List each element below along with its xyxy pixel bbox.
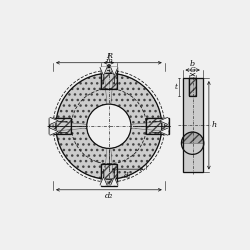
Text: R: R bbox=[106, 52, 112, 60]
Bar bbox=[101, 164, 117, 186]
Bar bbox=[182, 78, 203, 172]
Polygon shape bbox=[50, 118, 58, 124]
Bar bbox=[146, 118, 169, 134]
Bar bbox=[49, 118, 71, 134]
Polygon shape bbox=[100, 177, 107, 185]
Bar bbox=[101, 66, 117, 89]
Bar bbox=[101, 164, 117, 186]
Bar bbox=[189, 78, 196, 96]
Bar bbox=[49, 118, 71, 134]
Bar bbox=[182, 78, 203, 172]
Text: t: t bbox=[175, 83, 178, 91]
Circle shape bbox=[56, 73, 162, 179]
Wedge shape bbox=[182, 132, 204, 143]
Bar bbox=[101, 164, 117, 186]
Bar bbox=[189, 78, 196, 96]
Polygon shape bbox=[50, 128, 58, 135]
Circle shape bbox=[87, 104, 131, 148]
Bar bbox=[101, 66, 117, 89]
Text: d₂: d₂ bbox=[105, 192, 113, 200]
Text: b: b bbox=[190, 60, 195, 68]
Bar bbox=[146, 118, 169, 134]
Bar bbox=[101, 66, 117, 89]
Text: d₁: d₁ bbox=[124, 172, 132, 180]
Text: m: m bbox=[106, 57, 112, 65]
Text: G: G bbox=[190, 66, 196, 74]
Bar bbox=[146, 118, 169, 134]
Polygon shape bbox=[160, 128, 168, 135]
Text: h: h bbox=[212, 121, 216, 129]
Bar bbox=[49, 118, 71, 134]
Polygon shape bbox=[111, 68, 118, 76]
Text: l: l bbox=[108, 53, 110, 61]
Polygon shape bbox=[100, 68, 107, 76]
Circle shape bbox=[182, 132, 204, 154]
Polygon shape bbox=[160, 118, 168, 124]
Polygon shape bbox=[111, 177, 118, 185]
Bar bbox=[189, 78, 196, 96]
